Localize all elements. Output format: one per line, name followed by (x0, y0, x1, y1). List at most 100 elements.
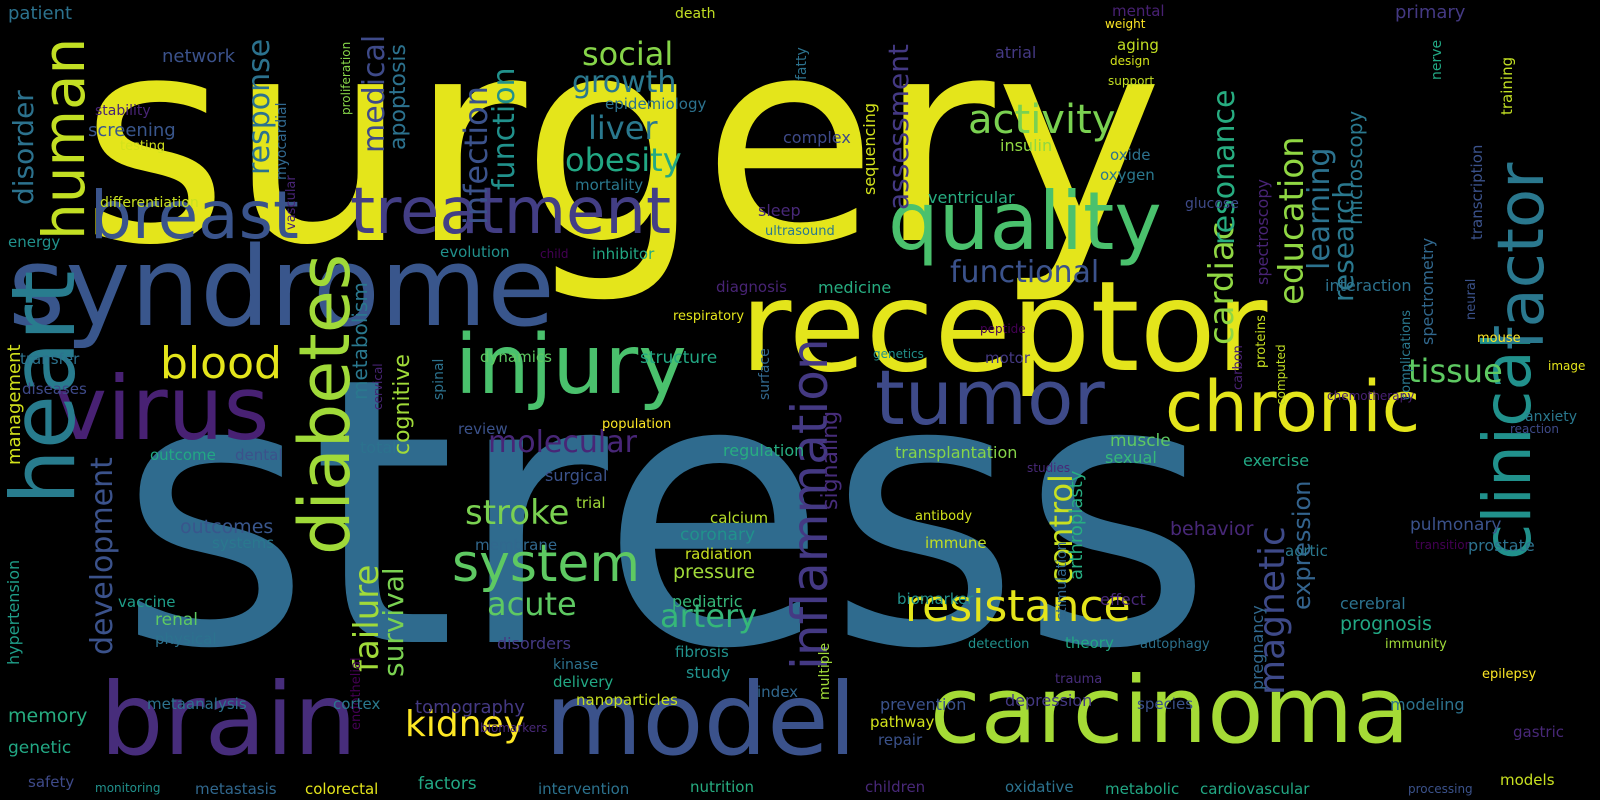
word-support: support (1108, 74, 1155, 88)
word-membrane: membrane (475, 536, 558, 554)
word-biomarker: biomarker (897, 590, 974, 608)
word-quality: quality (888, 175, 1162, 268)
word-review: review (458, 420, 508, 438)
word-prostate: prostate (1468, 536, 1535, 555)
word-acute: acute (487, 585, 577, 623)
word-weight: weight (1105, 17, 1146, 31)
word-pulmonary: pulmonary (1410, 515, 1502, 535)
word-multiple: multiple (817, 642, 833, 700)
word-chronic: chronic (1165, 366, 1421, 448)
word-effect: effect (1100, 590, 1146, 609)
word-repair: repair (878, 731, 923, 749)
word-carcinoma: carcinoma (930, 657, 1410, 764)
word-pathway: pathway (870, 713, 935, 731)
word-metastasis: metastasis (195, 780, 277, 798)
word-detection: detection (968, 637, 1030, 652)
word-pediatric: pediatric (672, 592, 743, 611)
word-biomarkers: biomarkers (480, 721, 548, 735)
word-tomography: tomography (415, 697, 525, 718)
word-autophagy: autophagy (1140, 637, 1210, 652)
word-primary: primary (1395, 2, 1466, 23)
word-microscopy: microscopy (1343, 110, 1367, 225)
word-epidemiology: epidemiology (605, 95, 707, 113)
word-coronary: coronary (680, 525, 756, 545)
word-myocardial: myocardial (274, 102, 290, 180)
word-network: network (162, 46, 236, 67)
word-epilepsy: epilepsy (1482, 667, 1537, 682)
word-patient: patient (8, 3, 73, 24)
word-mortality: mortality (575, 176, 644, 194)
word-medicine: medicine (818, 278, 892, 297)
word-response: response (242, 38, 277, 175)
word-stress: stress (118, 300, 1214, 730)
word-sleep: sleep (758, 201, 801, 220)
word-chemotherapy: chemotherapy (1327, 389, 1415, 403)
word-stimulation: stimulation (1054, 541, 1070, 620)
word-testing: testing (120, 139, 166, 154)
word-cerebral: cerebral (1340, 594, 1406, 613)
word-stroke: stroke (465, 493, 570, 533)
word-aging: aging (1117, 36, 1159, 54)
word-dynamics: dynamics (480, 348, 552, 366)
word-theory: theory (1065, 634, 1114, 652)
word-radiation: radiation (685, 545, 752, 563)
word-aortic: aortic (1285, 542, 1328, 560)
word-models: models (1500, 771, 1555, 789)
word-kinase: kinase (553, 657, 599, 673)
word-genetics: genetics (873, 347, 924, 361)
word-factor: factor (1485, 162, 1559, 351)
word-design: design (1110, 54, 1150, 68)
word-trial: trial (576, 494, 606, 512)
word-energy: energy (8, 233, 61, 251)
word-social: social (582, 35, 674, 73)
word-survival: survival (377, 567, 410, 677)
word-growth: growth (572, 65, 677, 100)
word-complications: complications (1399, 309, 1414, 400)
word-respiratory: respiratory (673, 309, 745, 324)
word-kidney: kidney (405, 704, 525, 745)
word-complex: complex (783, 128, 851, 147)
word-muscle: muscle (1110, 431, 1171, 451)
word-transcription: transcription (1468, 144, 1486, 240)
word-genetic: genetic (8, 738, 72, 758)
word-training: training (1498, 56, 1516, 115)
word-development: development (85, 457, 120, 655)
word-transplantation: transplantation (895, 443, 1018, 462)
word-diseases: diseases (22, 380, 87, 398)
word-disorder: disorder (7, 90, 40, 205)
word-metabolic: metabolic (1105, 780, 1180, 798)
word-human: human (30, 37, 98, 240)
word-molecular: molecular (488, 425, 637, 460)
word-nutrition: nutrition (690, 778, 754, 796)
word-sexual: sexual (1105, 448, 1157, 467)
word-spectrometry: spectrometry (1418, 237, 1437, 345)
word-ultrasound: ultrasound (765, 224, 835, 239)
word-obesity: obesity (565, 141, 682, 179)
word-evolution: evolution (440, 243, 510, 261)
word-children: children (865, 778, 926, 796)
word-structure: structure (640, 348, 718, 368)
word-glucose: glucose (1185, 196, 1239, 212)
word-brain: brain (100, 661, 358, 778)
word-resistance: resistance (905, 581, 1131, 632)
word-liver: liver (588, 109, 658, 147)
word-inhibitor: inhibitor (592, 245, 655, 263)
word-arthroplasty: arthroplasty (1066, 470, 1087, 580)
word-assessment: assessment (882, 44, 915, 210)
word-immune: immune (925, 534, 987, 552)
word-total: total (360, 438, 397, 457)
word-interaction: interaction (1325, 276, 1412, 295)
word-activity: activity (968, 97, 1116, 143)
word-fatty: fatty (794, 47, 810, 80)
word-virus: virus (55, 357, 270, 460)
word-receptor: receptor (740, 255, 1268, 400)
word-gastric: gastric (1513, 723, 1564, 741)
word-carbon: carbon (1231, 345, 1246, 390)
word-intervention: intervention (538, 780, 630, 798)
word-peptide: peptide (980, 322, 1026, 336)
word-neural: neural (1464, 278, 1479, 320)
word-cortex: cortex (333, 695, 381, 713)
word-disorders: disorders (497, 634, 571, 653)
word-resonance: resonance (1207, 89, 1242, 245)
